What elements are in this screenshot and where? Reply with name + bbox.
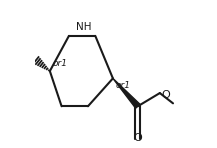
- Text: NH: NH: [76, 22, 92, 32]
- Text: O: O: [133, 133, 142, 143]
- Text: or1: or1: [53, 59, 68, 68]
- Text: O: O: [161, 90, 170, 99]
- Text: or1: or1: [116, 81, 131, 90]
- Polygon shape: [113, 78, 140, 108]
